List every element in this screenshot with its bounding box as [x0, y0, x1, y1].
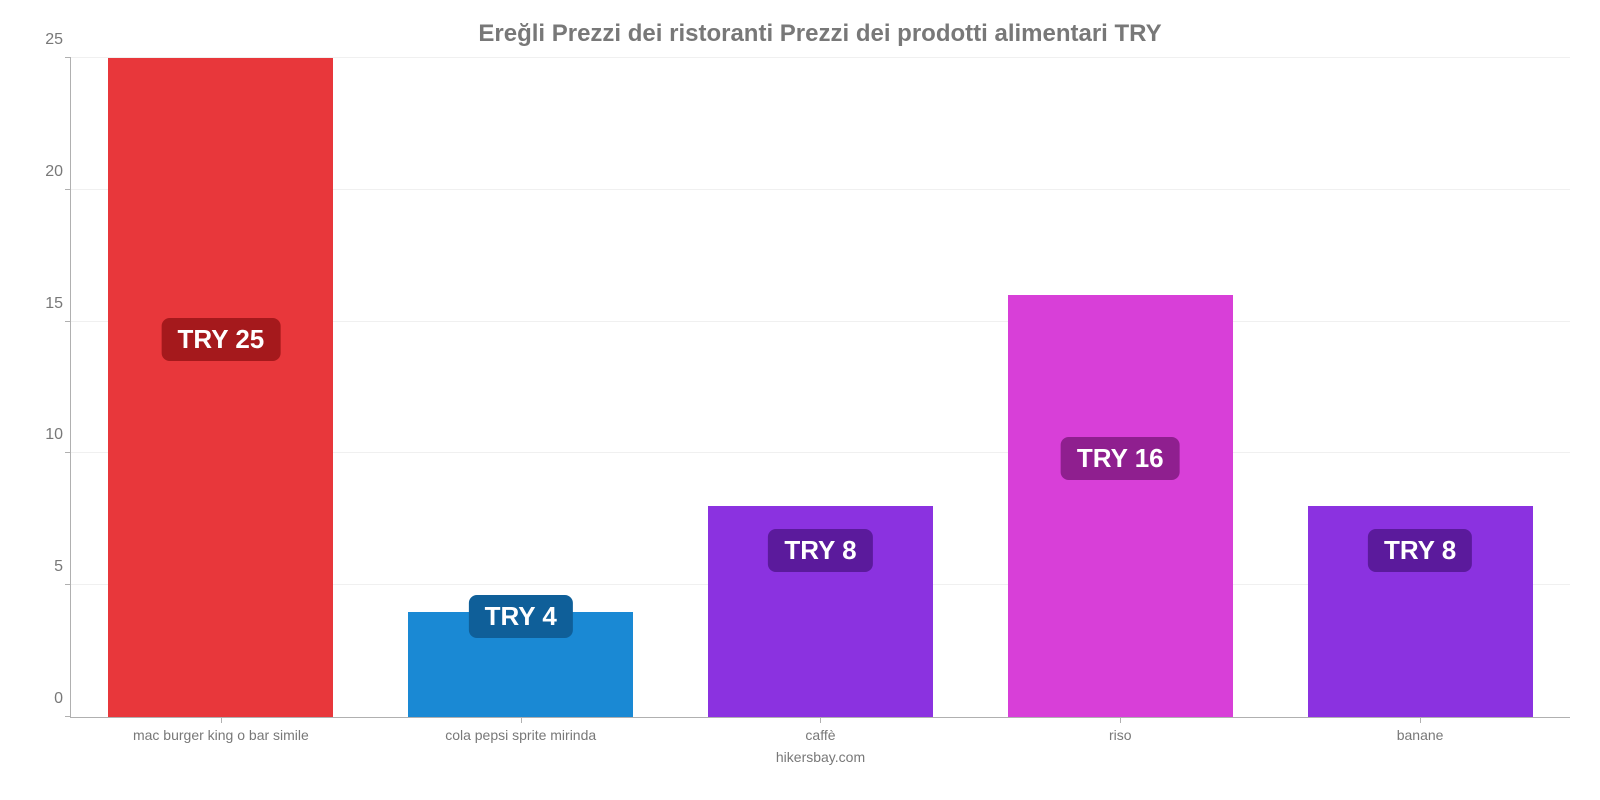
y-tick-label: 15: [31, 295, 63, 313]
bar: [108, 58, 333, 717]
x-axis-tick: [521, 717, 522, 723]
x-category-label: riso: [1109, 727, 1132, 743]
plot-area: TRY 25mac burger king o bar simileTRY 4c…: [70, 58, 1570, 718]
value-badge: TRY 8: [768, 529, 872, 572]
value-badge: TRY 8: [1368, 529, 1472, 572]
x-axis-tick: [1420, 717, 1421, 723]
price-bar-chart: Ereğli Prezzi dei ristoranti Prezzi dei …: [0, 0, 1600, 800]
bars-container: TRY 25mac burger king o bar simileTRY 4c…: [71, 58, 1570, 717]
x-category-label: banane: [1397, 727, 1444, 743]
x-axis-tick: [221, 717, 222, 723]
y-tick-label: 10: [31, 426, 63, 444]
value-badge: TRY 4: [469, 595, 573, 638]
bar-slot: TRY 8banane: [1270, 58, 1570, 717]
bar-slot: TRY 8caffè: [671, 58, 971, 717]
bar-slot: TRY 25mac burger king o bar simile: [71, 58, 371, 717]
x-category-label: mac burger king o bar simile: [133, 727, 309, 743]
bar-slot: TRY 4cola pepsi sprite mirinda: [371, 58, 671, 717]
bar-slot: TRY 16riso: [970, 58, 1270, 717]
y-tick-label: 25: [31, 31, 63, 49]
value-badge: TRY 25: [162, 318, 281, 361]
y-tick-label: 20: [31, 163, 63, 181]
x-category-label: caffè: [805, 727, 835, 743]
x-category-label: cola pepsi sprite mirinda: [445, 727, 596, 743]
y-tick-label: 0: [31, 690, 63, 708]
chart-credit: hikersbay.com: [776, 749, 865, 765]
x-axis-tick: [820, 717, 821, 723]
chart-title: Ereğli Prezzi dei ristoranti Prezzi dei …: [70, 20, 1570, 48]
value-badge: TRY 16: [1061, 437, 1180, 480]
y-tick-label: 5: [31, 558, 63, 576]
x-axis-tick: [1120, 717, 1121, 723]
bar: [1008, 295, 1233, 717]
